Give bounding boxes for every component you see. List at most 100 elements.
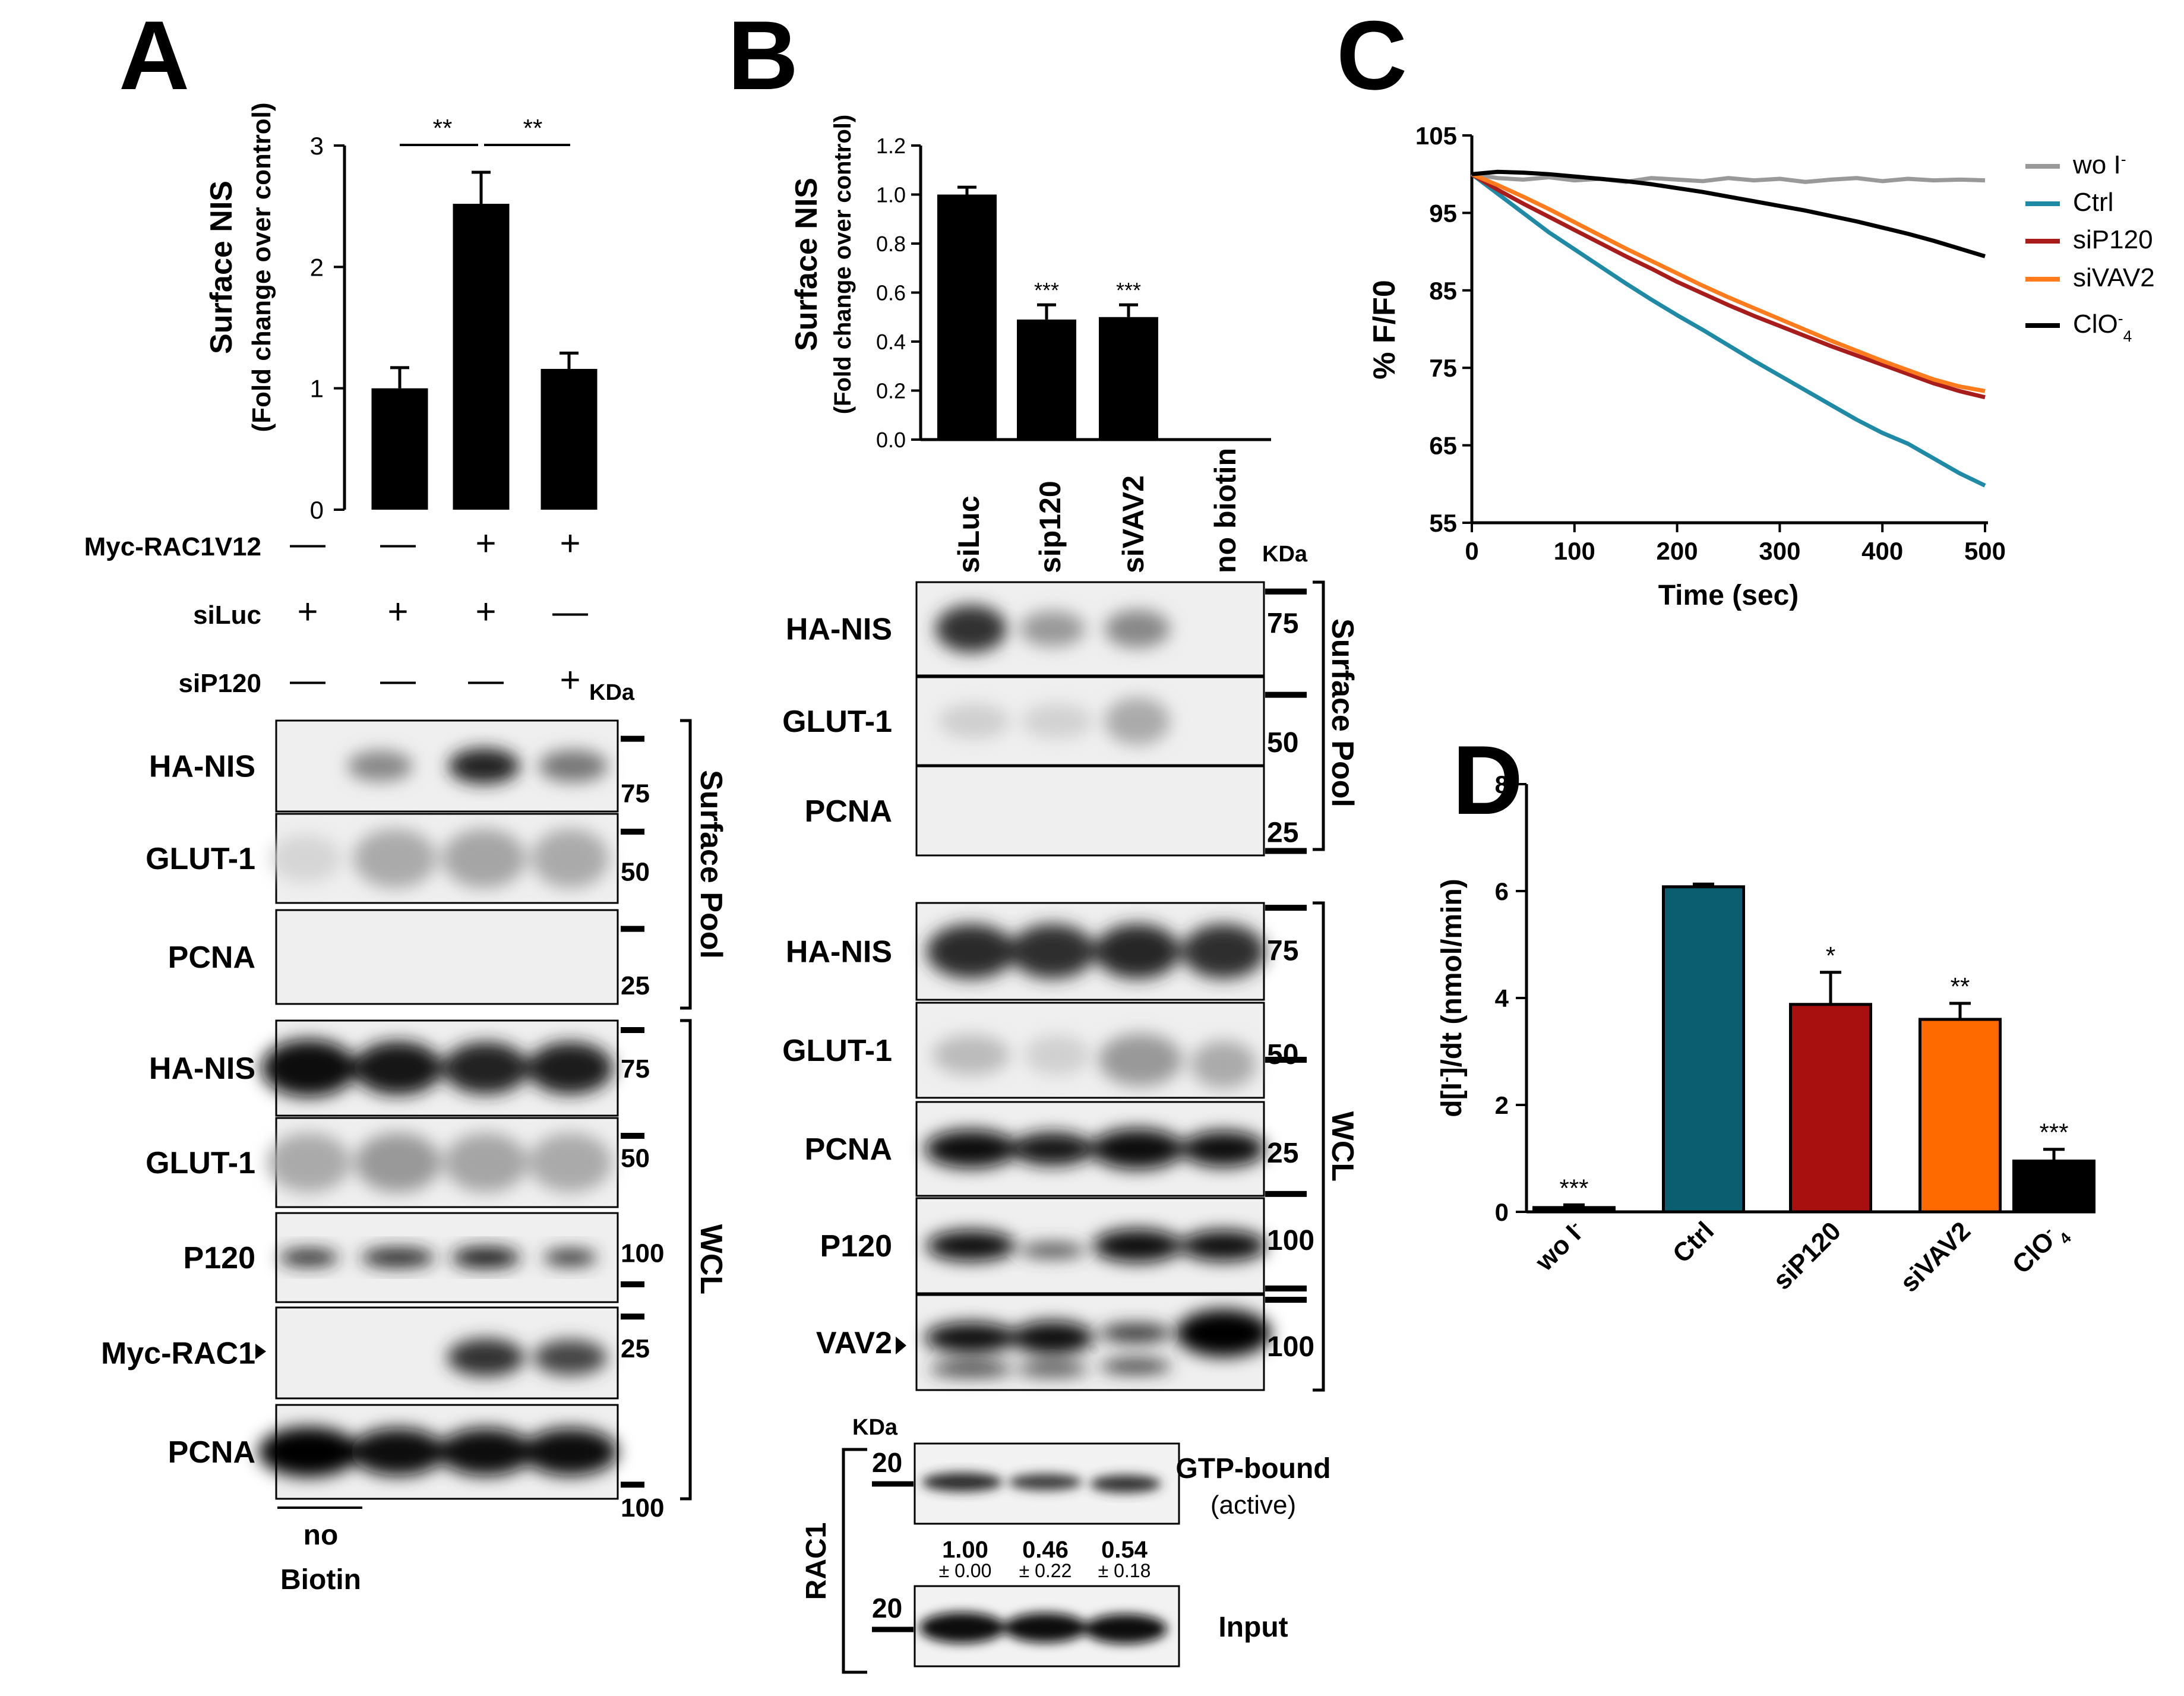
b-sig-star: *** xyxy=(1116,278,1141,302)
panel-b-letter: B xyxy=(728,1,798,110)
d-bar xyxy=(1918,1018,2002,1214)
panel-b-blot-label: GLUT-1 xyxy=(782,1034,892,1068)
sip120-label: siP120 xyxy=(179,669,261,698)
condition-sign: + xyxy=(297,592,318,631)
rac1-label: RAC1 xyxy=(801,1523,832,1600)
b-y-label-2: (Fold change over control) xyxy=(830,115,856,414)
panel-a-blot-7-bands xyxy=(447,1338,607,1377)
panel-b-lane-label: siVAV2 xyxy=(1117,475,1150,573)
panel-a-blot-5-band xyxy=(267,1133,350,1192)
vav2-arrowhead xyxy=(896,1337,906,1354)
c-y-tick-label: 65 xyxy=(1429,432,1457,460)
panel-b-blot-1-band xyxy=(1105,609,1170,648)
condition-sign: — xyxy=(290,523,325,563)
panel-a-blot-4-band xyxy=(353,1041,443,1095)
d-sig-star: * xyxy=(1826,942,1835,969)
panel-b-bar-chart: 0.0 0.2 0.4 0.6 0.8 1.0 1.2 Surface NIS (Fold ch… xyxy=(789,115,1271,452)
panel-b-blot-4-bands xyxy=(927,924,1265,979)
panel-b-kda-value: 25 xyxy=(1267,817,1298,849)
panel-a-kda-value: 50 xyxy=(621,858,650,887)
panel-a-blot-label: HA-NIS xyxy=(149,750,255,784)
myc-rac1v12-label: Myc-RAC1V12 xyxy=(84,532,261,561)
panel-a-kda-value: 25 xyxy=(621,1334,650,1363)
b-sig-star: *** xyxy=(1034,278,1059,302)
c-legend-label: siVAV2 xyxy=(2073,263,2155,292)
panel-a-blot-4-band xyxy=(527,1042,613,1094)
panel-c-line-chart: 55 65 75 85 95 105 0 100 200 300 400 500 Time (sec)%… xyxy=(1367,122,2155,611)
b-bar xyxy=(937,194,997,440)
condition-sign: + xyxy=(560,660,580,700)
panel-b-blot-4-band xyxy=(1095,924,1180,979)
d-x-tick-label-sub: 4 xyxy=(2056,1228,2075,1247)
rac1-quant-value: 1.00 xyxy=(942,1537,988,1563)
panel-a-wcl-label: WCL xyxy=(694,1224,728,1294)
a-y-label-2: (Fold change over control) xyxy=(247,103,276,432)
panel-a-blot-1-band xyxy=(539,750,608,782)
d-y-tick-label: 8 xyxy=(1495,770,1509,798)
panel-b-blot-6-band xyxy=(1011,1132,1094,1166)
rac1-quant-value: 0.46 xyxy=(1022,1537,1069,1563)
c-legend-label-main: siVAV2 xyxy=(2073,263,2155,292)
no-biotin-label-1: no xyxy=(304,1520,339,1551)
c-y-label: % F/F0 xyxy=(1367,280,1402,380)
gtp-bound-label: GTP-bound xyxy=(1175,1453,1330,1485)
myc-rac1-arrowhead xyxy=(255,1344,266,1359)
c-series-sivav2 xyxy=(1471,172,1986,393)
panel-b-blot-5-bands xyxy=(933,1034,1256,1088)
c-x-tick-label: 400 xyxy=(1861,537,1903,565)
panel-b-blot-8-band xyxy=(925,1322,1017,1353)
panel-a-blot-7-band xyxy=(447,1338,524,1377)
panel-a-blot-1-bands xyxy=(347,748,608,784)
panel-a-blot-2-band xyxy=(443,829,526,888)
d-x-tick-label: ClO-4 xyxy=(2006,1216,2075,1284)
panel-a-blot-label: Myc-RAC1 xyxy=(101,1337,255,1371)
gtp-band-lane-2 xyxy=(1009,1474,1082,1490)
rac1-mark-bottom: 20 xyxy=(872,1593,902,1624)
b-y-tick-label: 0.6 xyxy=(876,281,906,305)
panel-b-blot-6-band xyxy=(1182,1131,1265,1167)
c-legend-label-sup: - xyxy=(2118,309,2123,327)
d-x-tick-label: Ctrl xyxy=(1667,1216,1720,1268)
panel-a-kda-value: 100 xyxy=(621,1239,664,1268)
panel-b-kda-value: 50 xyxy=(1267,1039,1298,1070)
d-x-tick-label-main: siVAV2 xyxy=(1895,1216,1976,1297)
a-y-tick-label: 3 xyxy=(310,132,324,160)
panel-b-wcl-label: WCL xyxy=(1325,1111,1360,1182)
siluc-label: siLuc xyxy=(193,601,261,630)
d-sig-star: ** xyxy=(1951,972,1970,1000)
panel-a-blot-8-bands xyxy=(258,1427,618,1477)
panel-a-blot-label: GLUT-1 xyxy=(146,842,255,876)
d-y-label-rest: ]/dt (nmol/min) xyxy=(1436,879,1468,1076)
rac1-mark-top: 20 xyxy=(872,1447,902,1478)
panel-a-letter: A xyxy=(119,1,189,110)
panel-b-blot-6-band xyxy=(925,1130,1017,1168)
condition-sign: — xyxy=(290,660,325,700)
c-x-label: Time (sec) xyxy=(1658,580,1799,611)
d-bar xyxy=(2012,1160,2095,1214)
d-x-tick-label: siVAV2 xyxy=(1895,1216,1976,1297)
d-y-tick-label: 6 xyxy=(1495,877,1509,905)
condition-sign: — xyxy=(468,660,504,700)
panel-a-blot-label: HA-NIS xyxy=(149,1051,255,1086)
c-y-tick-label: 55 xyxy=(1429,509,1457,537)
panel-a-kda-value: 75 xyxy=(621,1054,650,1084)
c-legend-label-sup: - xyxy=(2121,150,2126,168)
d-y-label-main: d[I xyxy=(1436,1082,1468,1117)
panel-b-blot-8-band xyxy=(930,1362,1013,1376)
panel-b-blot-label: PCNA xyxy=(805,794,892,829)
panel-d-letter: D xyxy=(1452,725,1523,835)
b-y-tick-label: 0.8 xyxy=(876,232,906,256)
panel-b-blot-5-band xyxy=(1191,1041,1256,1088)
panel-a-surface-bracket xyxy=(680,719,692,1010)
panel-b-blot-5-band xyxy=(933,1035,1010,1075)
panel-a-blot-6-band xyxy=(451,1247,520,1268)
panel-a-blot-7-band xyxy=(533,1340,607,1376)
condition-sign: + xyxy=(387,592,408,631)
c-x-tick-label: 100 xyxy=(1554,537,1595,565)
c-series-ctrl xyxy=(1470,172,1986,488)
panel-a-conditions: Myc-RAC1V12 siLuc siP120 — — + + + + + — — — — + xyxy=(84,523,588,700)
panel-b-blot-7-bands xyxy=(927,1229,1266,1262)
panel-b-blot-7-band xyxy=(1093,1229,1182,1262)
panel-a-blot-4-bands xyxy=(261,1040,613,1097)
d-y-label: d[I-]/dt (nmol/min) xyxy=(1436,879,1468,1117)
